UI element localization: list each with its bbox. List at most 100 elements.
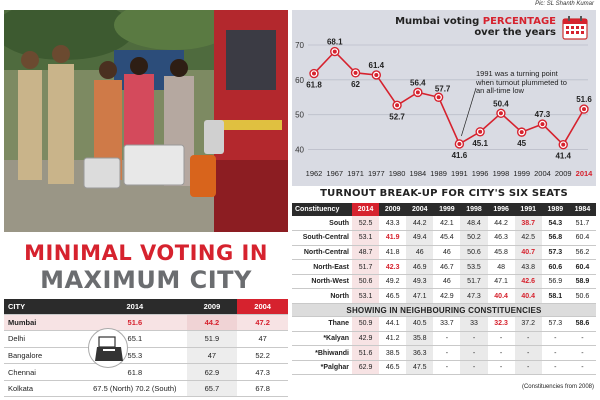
x-tick-label: 1999 — [513, 169, 530, 178]
turnout-cell: 47.1 — [406, 288, 434, 305]
turnout-cell: 58.9 — [568, 274, 596, 290]
data-label: 61.8 — [306, 81, 322, 90]
turnout-2004: 47.2 — [237, 314, 288, 332]
turnout-cell: 56.9 — [541, 274, 569, 290]
calendar-icon — [562, 16, 588, 40]
turnout-cell: 49.4 — [406, 230, 434, 246]
turnout-cell: 36.3 — [406, 345, 434, 361]
year-2009-header: 2009 — [186, 299, 238, 315]
headline: MINIMAL VOTING IN MAXIMUM CITY — [4, 236, 288, 298]
photo-credit: Pic: SL Shanth Kumar — [535, 1, 594, 7]
y-tick-label: 50 — [295, 111, 304, 120]
turnout-cell: - — [541, 345, 569, 361]
year-header: 1989 — [541, 203, 569, 216]
year-header: 2004 — [406, 203, 434, 216]
turnout-cell: - — [568, 345, 596, 361]
data-label: 41.6 — [452, 151, 468, 160]
city-name: Bangalore — [4, 347, 84, 365]
turnout-cell: 57.3 — [541, 316, 569, 332]
data-point-core — [540, 122, 545, 127]
turnout-cell: 42.3 — [379, 259, 407, 275]
turnout-cell: 38.5 — [379, 345, 407, 361]
turnout-cell: 50.6 — [352, 274, 380, 290]
data-point-core — [498, 111, 503, 116]
x-tick-label: 1962 — [306, 169, 323, 178]
section-row: SHOWING IN NEIGHBOURING CONSTITUENCIES — [292, 303, 596, 318]
turnout-cell: - — [487, 345, 515, 361]
data-point-core — [561, 142, 566, 147]
turnout-cell: 46.5 — [379, 288, 407, 305]
chart-grid — [308, 44, 588, 150]
table-row: *Palghar 62.9 46.5 47.5- - - - - - — [292, 360, 596, 376]
year-header: 1984 — [568, 203, 596, 216]
turnout-cell: - — [433, 345, 461, 361]
turnout-cell: 43.3 — [379, 216, 407, 232]
turnout-cell: 50.9 — [352, 316, 380, 332]
city-name: Kolkata — [4, 380, 84, 398]
x-tick-label: 1991 — [451, 169, 468, 178]
turnout-2014: 61.8 — [83, 363, 187, 381]
seat-turnout-table: Constituency 2014 2009 2004 1999 1998 1996 1991… — [292, 203, 596, 376]
turnout-cell: 50.6 — [568, 288, 596, 305]
turnout-cell: - — [568, 360, 596, 376]
x-tick-label: 1996 — [472, 169, 489, 178]
data-label: 68.1 — [327, 38, 343, 47]
table-row: North 53.1 46.5 47.1 42.9 47.3 40.4 40.4 58.1 50.… — [292, 288, 596, 305]
turnout-2004: 67.8 — [237, 380, 288, 398]
turnout-cell: - — [487, 331, 515, 347]
turnout-cell: 50.6 — [460, 245, 488, 261]
table-row: Chennai 61.8 62.9 47.3 — [4, 363, 288, 381]
table-row: South 52.5 43.3 44.2 42.1 48.4 44.2 38.7 54.3 51.… — [292, 216, 596, 232]
turnout-2009: 47 — [186, 347, 238, 365]
city-name: Chennai — [4, 363, 84, 381]
turnout-2009: 44.2 — [186, 314, 238, 332]
data-label: 51.6 — [576, 95, 592, 104]
y-tick-label: 40 — [295, 146, 304, 155]
table-row: North-East 51.7 42.3 46.9 46.7 53.5 48 43.8 60.6… — [292, 259, 596, 275]
table-row: Delhi 65.1 51.9 47 — [4, 330, 288, 348]
turnout-cell: 57.3 — [541, 245, 569, 261]
table-row: Bangalore 55.3 47 52.2 — [4, 347, 288, 365]
x-tick-label: 2009 — [555, 169, 572, 178]
turnout-cell: 46 — [433, 245, 461, 261]
turnout-cell: 60.6 — [541, 259, 569, 275]
constituency-header: Constituency — [292, 203, 352, 216]
headline-line-2: MAXIMUM CITY — [40, 266, 252, 294]
turnout-cell: 49.2 — [379, 274, 407, 290]
turnout-2004: 47.3 — [237, 363, 288, 381]
year-header: 1998 — [460, 203, 488, 216]
turnout-cell: 35.8 — [406, 331, 434, 347]
headline-line-1: MINIMAL VOTING IN — [24, 241, 268, 265]
data-label: 45 — [517, 139, 526, 148]
turnout-cell: - — [541, 331, 569, 347]
constituency-name: North-West — [292, 274, 352, 290]
turnout-cell: - — [433, 331, 461, 347]
turnout-cell: 62.9 — [352, 360, 380, 376]
table-row: *Kalyan 42.9 41.2 35.8- - - - - - — [292, 331, 596, 347]
constituency-name: South-Central — [292, 230, 352, 246]
turnout-cell: - — [514, 331, 542, 347]
turnout-2009: 62.9 — [186, 363, 238, 381]
turnout-cell: 33 — [460, 316, 488, 332]
section-title: SHOWING IN NEIGHBOURING CONSTITUENCIES — [292, 303, 596, 318]
chart-canvas: 40 50 60 70 1962 1967 1971 1977 1980 1984 1989 199… — [295, 38, 593, 178]
turnout-cell: 53.5 — [460, 259, 488, 275]
constituency-name: Thane — [292, 316, 352, 332]
footnote: (Constituencies from 2008) — [521, 384, 594, 390]
data-point-core — [582, 107, 586, 112]
turnout-cell: 42.1 — [433, 216, 461, 232]
turnout-cell: - — [514, 360, 542, 376]
turnout-cell: 53.1 — [352, 288, 380, 305]
turnout-cell: 53.1 — [352, 230, 380, 246]
x-tick-label: 1984 — [410, 169, 427, 178]
turnout-cell: 51.6 — [352, 345, 380, 361]
year-header: 2009 — [379, 203, 407, 216]
x-tick-label: 1998 — [493, 169, 510, 178]
turnout-cell: 42.6 — [514, 274, 542, 290]
y-axis: 40 50 60 70 — [295, 41, 304, 155]
data-label: 47.3 — [535, 110, 551, 119]
turnout-cell: 43.8 — [514, 259, 542, 275]
x-tick-label: 1980 — [389, 169, 406, 178]
x-tick-label: 1971 — [347, 169, 364, 178]
turnout-cell: 47.5 — [406, 360, 434, 376]
